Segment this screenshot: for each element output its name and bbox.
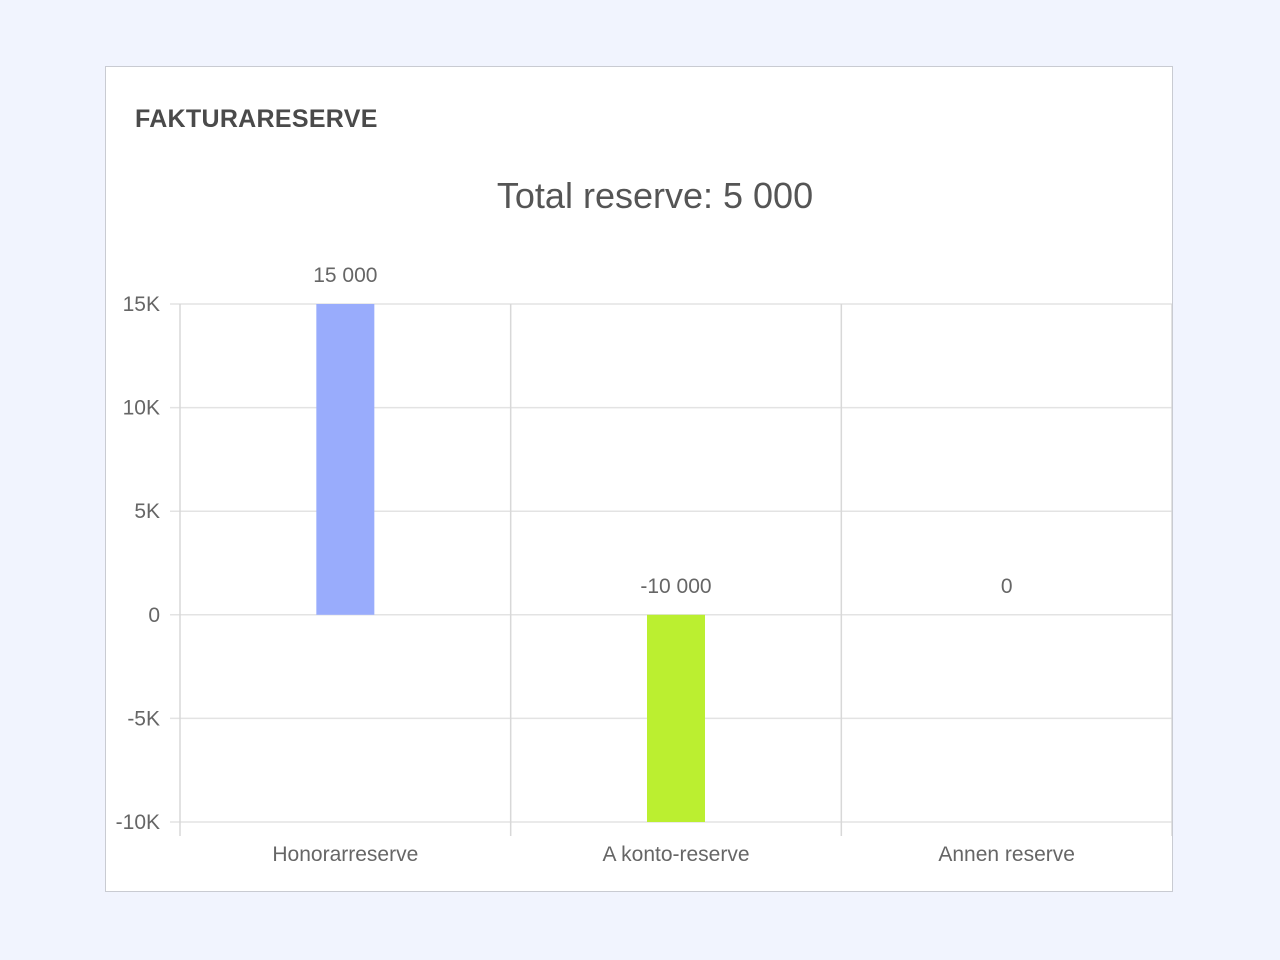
invoice-reserve-card: FAKTURARESERVE Total reserve: 5 000 15 0… [105,66,1173,892]
x-axis-categories: Honorarreserve A konto-reserve Annen reser… [272,843,1075,866]
y-tick-label: -5K [127,707,160,730]
data-label: 0 [1001,575,1013,598]
y-tick-label: 0 [148,604,160,627]
bar-2[interactable] [647,614,705,822]
data-label: -10 000 [640,575,711,598]
y-tick-label: 10K [123,397,160,420]
x-category-label: Annen reserve [938,843,1075,866]
bar-1[interactable] [316,304,375,615]
chart-title: Total reserve: 5 000 [497,175,813,216]
data-label: 15 000 [313,264,377,287]
data-labels: 15 000 -10 000 0 [313,264,1012,598]
bars [316,304,705,822]
y-tick-label: 15K [123,293,160,316]
x-category-label: Honorarreserve [272,843,418,866]
x-category-label: A konto-reserve [602,843,749,866]
y-tick-label: 5K [134,500,160,523]
y-tick-label: -10K [116,811,160,834]
card-title: FAKTURARESERVE [135,105,378,133]
reserve-bar-chart: Total reserve: 5 000 15 000-10 000 0 15K1… [116,175,1172,866]
y-axis-ticks: 15K 10K 5K 0 -5K -10K [116,293,160,834]
